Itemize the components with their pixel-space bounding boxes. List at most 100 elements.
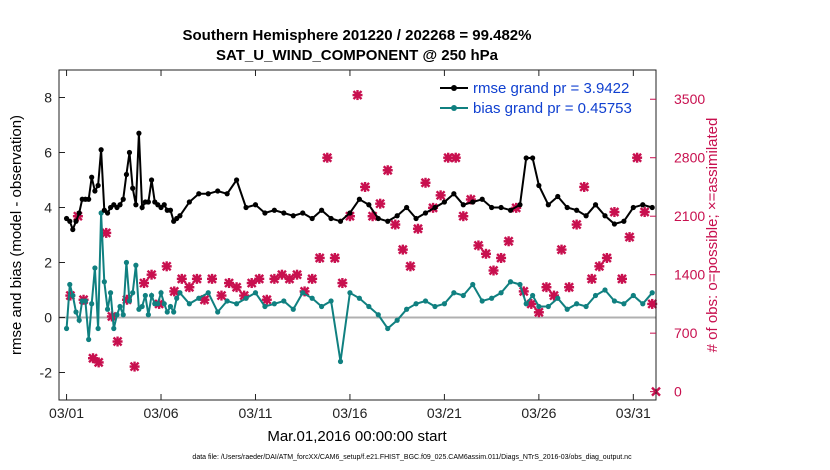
bias-point <box>196 295 202 301</box>
rmse-point <box>498 204 504 211</box>
bias-point <box>107 290 114 296</box>
obs-marker <box>191 273 202 284</box>
bias-point <box>574 301 580 307</box>
bias-point <box>470 281 476 288</box>
rmse-point <box>243 204 249 211</box>
rmse-point <box>126 149 133 156</box>
rmse-point <box>76 210 82 216</box>
obs-marker <box>146 269 157 280</box>
rmse-point <box>328 215 334 222</box>
y-right-tick-label: 2800 <box>674 150 705 166</box>
rmse-point <box>148 177 155 183</box>
rmse-point <box>630 204 636 211</box>
rmse-point <box>67 218 73 224</box>
obs-marker <box>639 207 650 218</box>
obs-marker <box>292 269 303 280</box>
rmse-point <box>300 210 306 216</box>
rmse-point <box>290 213 296 219</box>
bias-point <box>233 301 240 307</box>
rmse-point <box>530 155 536 161</box>
rmse-point <box>139 204 145 211</box>
rmse-point <box>271 207 277 213</box>
bias-point <box>319 303 325 310</box>
bias-point <box>117 303 123 310</box>
rmse-point <box>133 202 139 208</box>
obs-marker <box>390 219 401 230</box>
bias-point <box>394 317 400 323</box>
y-tick-label: 4 <box>44 200 52 216</box>
bias-point <box>252 290 259 296</box>
rmse-point <box>215 188 221 194</box>
rmse-point <box>186 199 192 205</box>
obs-marker <box>261 294 272 305</box>
x-tick-label: 03/11 <box>238 405 272 421</box>
bias-point <box>356 295 362 301</box>
bias-point <box>126 298 133 304</box>
bias-point <box>583 303 589 310</box>
obs-marker <box>594 261 605 272</box>
bias-point <box>649 290 655 296</box>
rmse-point <box>161 202 167 208</box>
obs-marker <box>473 240 484 251</box>
bias-point <box>76 317 82 323</box>
bias-point <box>564 306 570 312</box>
rmse-point <box>611 221 618 227</box>
bias-point <box>133 262 139 268</box>
bias-point <box>498 290 504 296</box>
y-axis-right-label: # of obs: o=possible; ×=assimilated <box>704 118 721 353</box>
legend-bias-label: bias grand pr = 0.45753 <box>473 100 632 117</box>
obs-marker <box>207 273 218 284</box>
legend-rmse-label: rmse grand pr = 3.9422 <box>473 80 629 97</box>
bias-point <box>123 259 130 266</box>
rmse-point <box>555 193 561 200</box>
obs-marker <box>161 261 172 272</box>
bias-point <box>82 298 89 304</box>
obs-marker <box>397 244 408 255</box>
bias-point <box>161 301 167 307</box>
bias-point <box>530 292 536 299</box>
bias-point <box>290 306 296 312</box>
bias-point <box>243 295 249 301</box>
rmse-point <box>602 213 608 219</box>
obs-marker <box>609 207 620 218</box>
bias-point <box>111 325 117 332</box>
obs-marker <box>458 211 469 222</box>
bias-point <box>186 301 192 307</box>
bias-point <box>300 290 306 296</box>
rmse-point <box>252 202 259 208</box>
bias-point <box>545 303 551 310</box>
bias-point <box>602 287 608 293</box>
rmse-point <box>117 202 123 208</box>
rmse-point <box>95 182 101 189</box>
rmse-point <box>517 202 523 208</box>
bias-point <box>145 312 151 318</box>
rmse-point <box>451 191 457 197</box>
obs-marker <box>480 248 491 259</box>
rmse-point <box>545 202 551 208</box>
bias-point <box>63 325 70 332</box>
bias-point <box>67 281 73 288</box>
bias-point <box>555 295 561 301</box>
rmse-point <box>574 207 580 213</box>
rmse-point <box>347 210 353 216</box>
obs-marker <box>488 265 499 276</box>
obs-marker <box>375 198 386 209</box>
rmse-point <box>136 130 142 136</box>
y-tick-label: 8 <box>44 90 52 106</box>
obs-marker <box>224 278 235 289</box>
bias-point <box>89 301 95 307</box>
bias-point <box>640 301 646 307</box>
bias-point <box>101 279 107 285</box>
y-right-tick-label: 3500 <box>674 91 705 107</box>
legend-rmse-marker <box>451 85 457 91</box>
bias-point <box>262 303 268 310</box>
obs-marker <box>246 278 257 289</box>
bias-point <box>451 290 457 296</box>
rmse-point <box>89 174 95 180</box>
rmse-point <box>621 218 627 224</box>
rmse-point <box>413 215 419 222</box>
rmse-point <box>523 155 529 161</box>
bias-point <box>73 309 79 315</box>
rmse-point <box>104 210 111 216</box>
bias-point <box>142 292 148 299</box>
